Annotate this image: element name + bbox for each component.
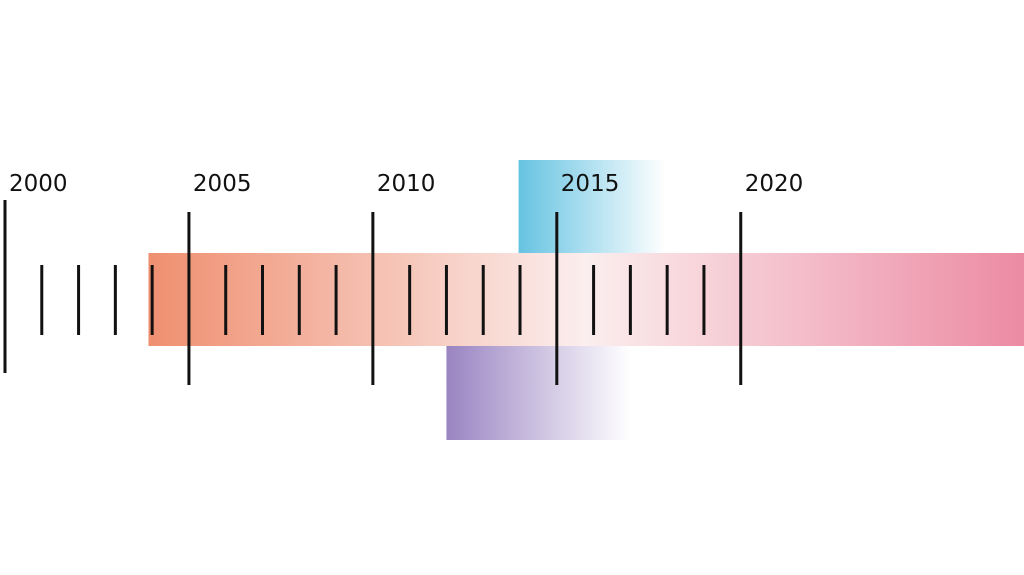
- range-bar: [518, 160, 666, 253]
- range-bar: [148, 253, 1024, 346]
- x-tick-label: 2005: [193, 171, 252, 197]
- x-tick-label: 2015: [561, 171, 620, 197]
- x-tick-label: 2010: [377, 171, 436, 197]
- x-tick-label: 2000: [9, 171, 68, 197]
- range-bar: [446, 346, 631, 440]
- x-tick-label: 2020: [745, 171, 804, 197]
